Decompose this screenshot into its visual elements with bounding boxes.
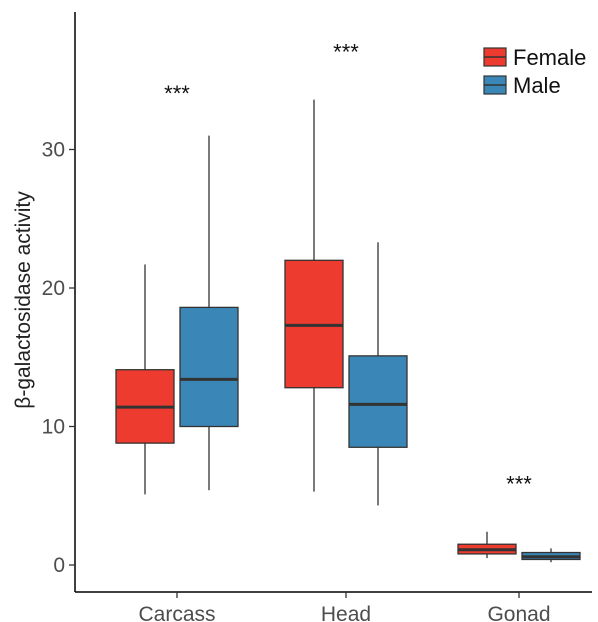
y-axis-title: β-galactosidase activity xyxy=(12,191,35,409)
x-tick-label: Carcass xyxy=(138,603,215,622)
legend-item-female: Female xyxy=(483,45,586,70)
box-body xyxy=(179,306,239,428)
significance-annotation: *** xyxy=(506,472,532,497)
box-male-carcass xyxy=(179,135,239,491)
y-tick-label: 0 xyxy=(53,554,65,577)
significance-annotation: *** xyxy=(164,81,190,106)
plot-area: *** *** *** xyxy=(115,39,581,563)
axes: 0 10 20 30 Carcass Head Gonad xyxy=(42,12,592,622)
box-female-head xyxy=(284,99,344,492)
y-tick-label: 30 xyxy=(42,139,65,162)
box-body xyxy=(348,355,408,448)
x-tick-label: Head xyxy=(321,603,371,622)
legend-label: Male xyxy=(513,73,561,98)
box-female-gonad xyxy=(457,531,517,559)
legend-label: Female xyxy=(513,45,586,70)
box-female-carcass xyxy=(115,264,175,495)
y-tick-label: 10 xyxy=(42,416,65,439)
box-male-head xyxy=(348,242,408,506)
legend: Female Male xyxy=(483,45,586,98)
box-male-gonad xyxy=(521,548,581,563)
y-tick-label: 20 xyxy=(42,277,65,300)
x-tick-label: Gonad xyxy=(487,603,550,622)
legend-item-male: Male xyxy=(483,73,561,98)
significance-annotation: *** xyxy=(333,39,359,64)
